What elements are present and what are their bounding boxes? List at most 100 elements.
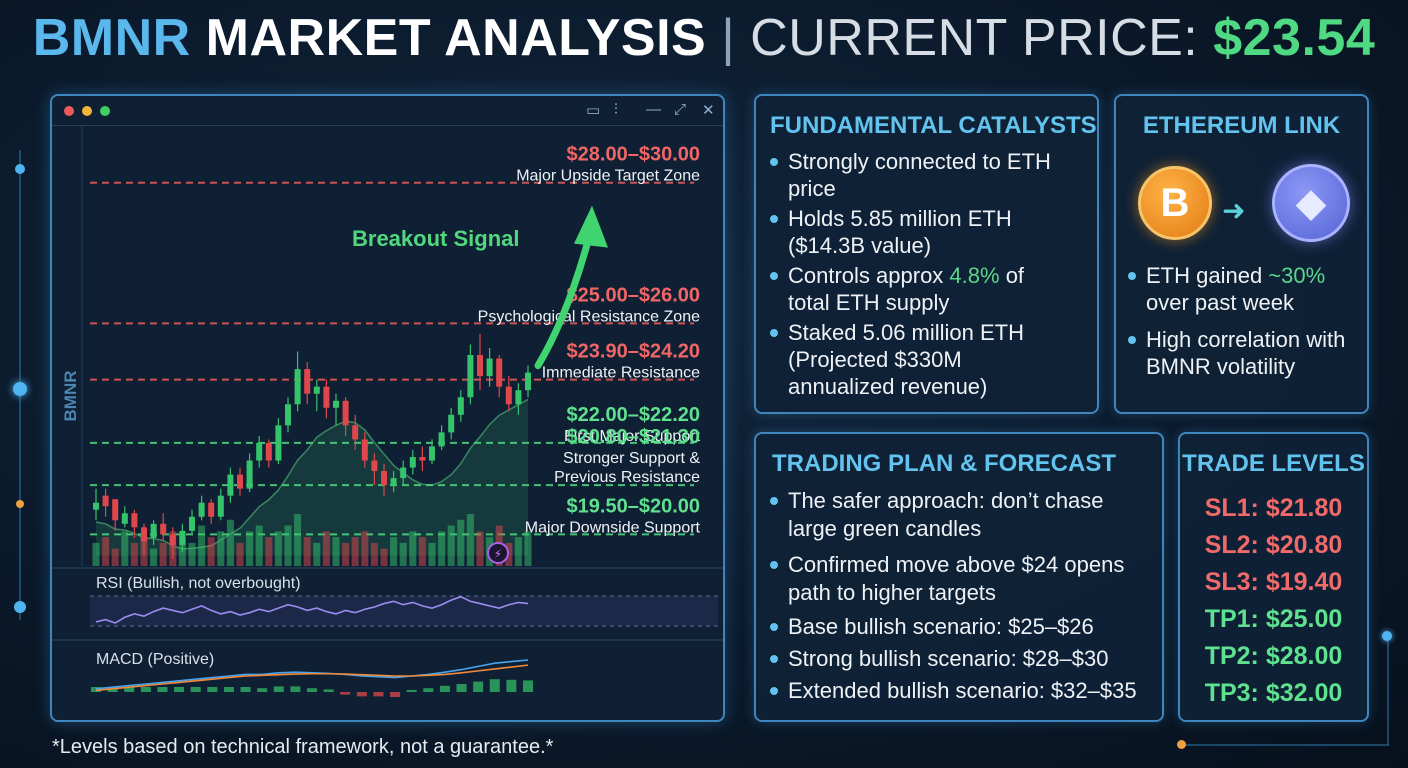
candle-body [323, 386, 330, 408]
volume-bar [361, 531, 369, 566]
macd-line [95, 659, 529, 690]
level-range-label: $23.90–$24.20 [567, 341, 700, 363]
candle-body [313, 386, 320, 394]
stop-loss-2: SL2: $20.80 [1204, 531, 1343, 559]
catalyst-list: Strongly connected to ETH price Holds 5.… [768, 148, 1093, 400]
volume-bar [226, 519, 234, 566]
panel-title: ETHEREUM LINK [1142, 112, 1341, 139]
candle-body [227, 474, 234, 496]
volume-bar [447, 525, 455, 566]
minimize-icon[interactable]: — [646, 101, 661, 118]
panel-title: FUNDAMENTAL CATALYSTS [770, 112, 1097, 139]
macd-histogram-bar [340, 692, 351, 695]
volume-bar [188, 542, 196, 566]
volume-bar [409, 531, 417, 566]
list-item: Strongly connected to ETH price [768, 148, 1093, 202]
macd-histogram-bar [439, 685, 450, 692]
volume-bar [130, 542, 138, 566]
close-icon[interactable]: ✕ [702, 102, 715, 119]
volume-bar [399, 542, 407, 566]
candle-body [371, 460, 378, 472]
candle-body [457, 397, 464, 415]
panel-title: TRADING PLAN & FORECAST [772, 450, 1116, 477]
eth-supply-share: 4.8% [949, 263, 1000, 288]
macd-histogram-bar [91, 687, 101, 692]
level-description: Stronger Support & [563, 450, 700, 467]
list-item: Controls approx 4.8% of total ETH supply [768, 262, 1093, 316]
sliders-icon[interactable]: ⫶ [614, 101, 618, 118]
list-item: The safer approach: don’t chase large gr… [768, 487, 1160, 543]
circuit-node [13, 382, 27, 396]
monitor-icon[interactable]: ▭ [586, 102, 601, 119]
breakout-signal-label: Breakout Signal [352, 226, 519, 251]
volume-bar [342, 542, 350, 566]
ethereum-icon: ◆ [1272, 164, 1350, 242]
level-description: Major Downside Support [525, 519, 701, 536]
level-range-label: $20.80–$21.30 [567, 426, 700, 448]
macd-histogram-bar [523, 680, 533, 692]
volume-bar [246, 531, 254, 566]
level-range-label: $28.00–$30.00 [567, 144, 700, 166]
volume-bar [390, 537, 398, 566]
window-close-dot[interactable] [64, 106, 74, 116]
title-ticker: BMNR [32, 9, 191, 67]
macd-histogram-bar [373, 692, 384, 697]
circuit-node [1177, 740, 1186, 749]
breakout-arrow-head [574, 205, 608, 248]
volume-bar [236, 542, 244, 566]
circuit-node [16, 500, 24, 508]
macd-histogram-bar [489, 679, 500, 692]
volume-bar [217, 531, 225, 566]
candle-body [285, 404, 291, 426]
arrow-right-icon: ➜ [1222, 195, 1246, 226]
volume-bar [524, 531, 532, 566]
macd-histogram-bar [273, 686, 284, 692]
list-item: Staked 5.06 million ETH (Projected $330M… [768, 319, 1093, 400]
window-titlebar: ▭ ⫶ — ⤢ ✕ [52, 96, 723, 126]
candle-body [486, 358, 493, 377]
macd-histogram-bar [140, 687, 151, 692]
macd-signal-line [95, 664, 529, 692]
macd-histogram-bar [390, 692, 401, 697]
panel-title: TRADE LEVELS [1182, 450, 1365, 477]
volume-bar [207, 537, 215, 566]
candle-body [525, 372, 531, 391]
candle-body [448, 414, 455, 433]
list-item: Extended bullish scenario: $32–$35 [768, 677, 1160, 705]
macd-histogram-bar [473, 681, 484, 692]
level-description: Major Upside Target Zone [516, 168, 700, 185]
volume-bar [303, 537, 311, 566]
macd-histogram-bar [290, 686, 301, 692]
list-item: Strong bullish scenario: $28–$30 [768, 645, 1160, 673]
macd-label: MACD (Positive) [96, 651, 214, 668]
trading-plan-list: The safer approach: don’t chase large gr… [768, 487, 1160, 705]
volume-bar [102, 537, 110, 566]
volume-bar [159, 542, 167, 566]
lightning-icon [487, 542, 509, 564]
list-item: Confirmed move above $24 opens path to h… [768, 551, 1160, 607]
candle-body [505, 386, 512, 405]
level-description: Psychological Resistance Zone [478, 308, 700, 325]
macd-histogram-bar [506, 679, 517, 692]
expand-icon[interactable]: ⤢ [674, 101, 687, 118]
window-zoom-dot[interactable] [100, 106, 110, 116]
level-range-label: $19.50–$20.00 [567, 495, 700, 517]
candle-body [217, 495, 224, 517]
title-main: MARKET ANALYSIS [205, 9, 707, 67]
window-minimize-dot[interactable] [82, 106, 92, 116]
candle-body [93, 502, 99, 510]
volume-bar [351, 537, 359, 566]
candle-body [265, 442, 272, 461]
level-range-label: $22.00–$22.20 [567, 404, 700, 426]
eth-weekly-gain: ~30% [1268, 263, 1326, 288]
volume-bar [284, 525, 292, 566]
volume-bar [428, 542, 436, 566]
candle-body [400, 467, 407, 479]
candle-body [477, 355, 483, 377]
rsi-label: RSI (Bullish, not overbought) [96, 575, 301, 592]
take-profit-1: TP1: $25.00 [1204, 605, 1343, 633]
rsi-band [90, 596, 718, 626]
candle-body [381, 471, 387, 486]
macd-histogram-bar [240, 687, 251, 692]
level-description: First Major Support [564, 428, 701, 445]
